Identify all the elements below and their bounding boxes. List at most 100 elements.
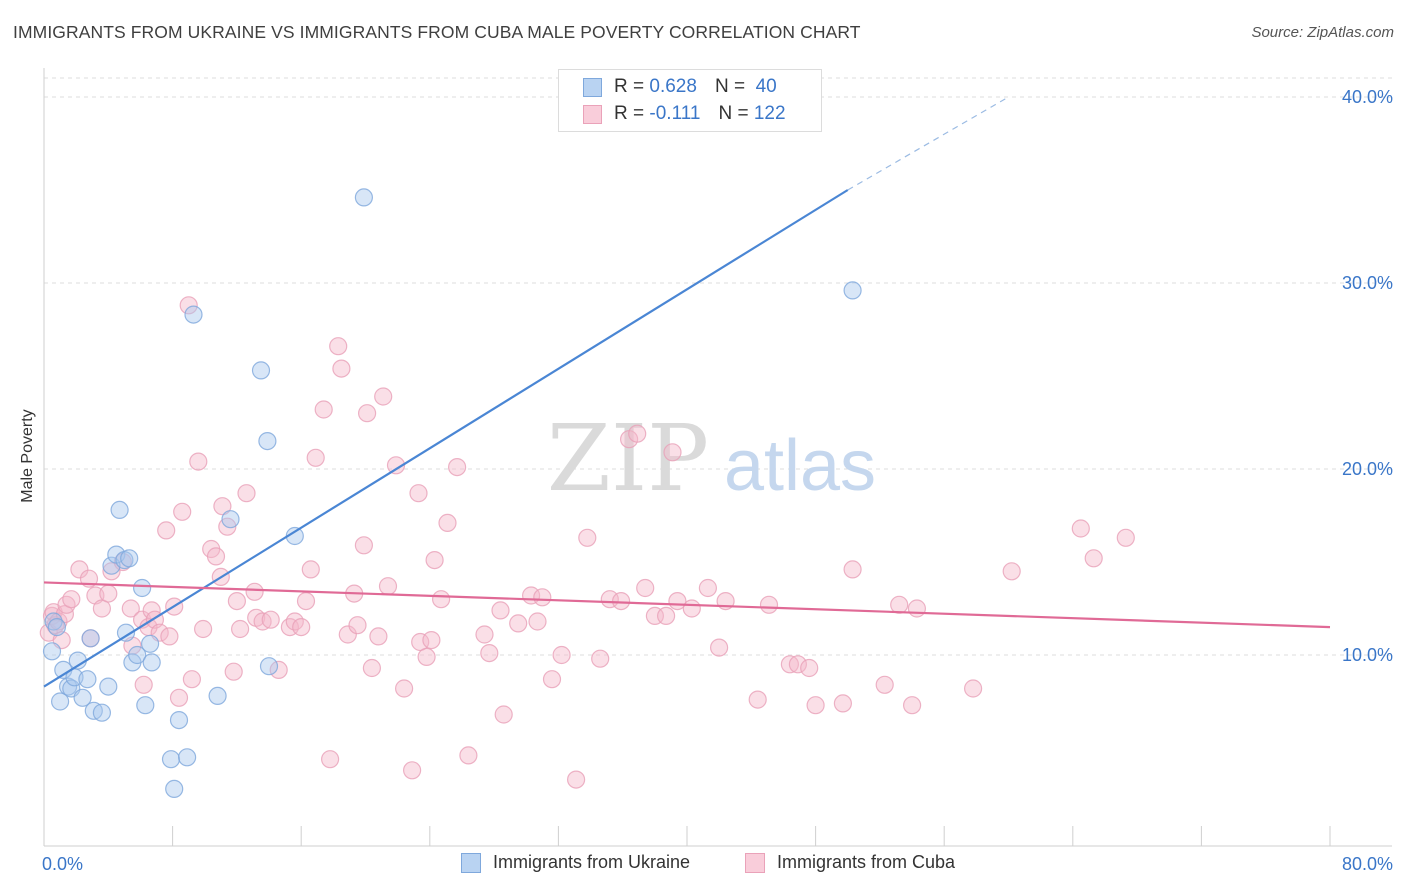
ukraine-point (120, 549, 139, 568)
cuba-points (39, 296, 1135, 789)
legend-label-ukraine: Immigrants from Ukraine (493, 852, 691, 872)
cuba-point (528, 612, 547, 631)
cuba-point (578, 528, 597, 547)
x-tick-label: 80.0% (1342, 854, 1393, 874)
trend-lines (43, 96, 1331, 688)
ukraine-point (42, 642, 62, 661)
ukraine-point (78, 670, 97, 689)
legend-n-value: 40 (755, 76, 777, 97)
cuba-point (348, 616, 367, 635)
cuba-point (459, 746, 478, 765)
watermark: ZIP atlas (547, 405, 876, 512)
cuba-point (491, 601, 510, 620)
cuba-point (306, 448, 325, 467)
cuba-point (432, 590, 451, 609)
cuba-point (494, 705, 513, 724)
ukraine-point (128, 645, 147, 665)
y-tick-label: 10.0% (1342, 645, 1393, 665)
cuba-point (338, 625, 357, 644)
legend-item-ukraine[interactable]: Immigrants from Ukraine (461, 852, 690, 873)
cuba-point (422, 630, 441, 650)
cuba-trend-line (43, 581, 1331, 629)
cuba-point (160, 627, 179, 646)
cuba-point (261, 610, 280, 629)
cuba-point (806, 696, 825, 715)
cuba-point (206, 547, 226, 566)
cuba-point (292, 617, 311, 637)
cuba-point (134, 675, 153, 694)
legend-n-value: 122 (753, 103, 786, 124)
ukraine-point (843, 281, 862, 300)
cuba-point (552, 645, 571, 665)
cuba-point (409, 484, 428, 503)
cuba-point (542, 670, 562, 689)
cuba-point (890, 595, 909, 614)
legend-r-label: R = (614, 103, 645, 124)
legend-row-cuba: R = -0.111 N = 122 (583, 101, 786, 127)
cuba-point (591, 649, 610, 668)
cuba-point (438, 513, 457, 533)
cuba-point (157, 521, 176, 540)
cuba-point (296, 591, 316, 611)
cuba-point (628, 424, 647, 443)
cuba-point (709, 638, 729, 657)
ukraine-point (169, 710, 189, 730)
cuba-point (1084, 549, 1103, 568)
legend-item-cuba[interactable]: Immigrants from Cuba (745, 852, 955, 873)
cuba-point (611, 591, 631, 611)
legend-r-value: -0.111 (649, 103, 701, 124)
cuba-point (70, 560, 89, 579)
cuba-point (231, 619, 250, 639)
cuba-point (636, 578, 655, 598)
cuba-point (213, 497, 232, 516)
cuba-point (698, 578, 718, 598)
legend-n-label: N = (718, 103, 749, 124)
ukraine-point (221, 510, 240, 529)
cuba-point (682, 599, 701, 618)
cuba-point (173, 502, 192, 521)
cuba-point (475, 625, 494, 644)
cuba-point (121, 599, 140, 618)
ukraine-point (47, 617, 67, 637)
legend-row-ukraine: R = 0.628 N = 40 (583, 74, 777, 100)
legend-swatch-cuba (583, 104, 602, 124)
cuba-point (759, 595, 779, 614)
source-note: Source: ZipAtlas.com (1251, 24, 1394, 41)
cuba-point (395, 679, 414, 698)
ukraine-point (136, 696, 155, 715)
ukraine-trend-extension (847, 96, 1009, 191)
ukraine-point (165, 779, 184, 799)
cuba-point (332, 359, 351, 378)
legend-r-label: R = (614, 76, 645, 97)
legend-n-label: N = (714, 76, 746, 97)
cuba-point (600, 590, 619, 609)
ukraine-point (141, 634, 160, 653)
cuba-point (182, 670, 201, 689)
ukraine-point (116, 623, 136, 642)
cuba-point (62, 590, 81, 609)
cuba-point (1071, 519, 1090, 538)
ukraine-point (258, 432, 277, 451)
cuba-point (566, 770, 586, 789)
cuba-point (902, 696, 922, 715)
legend-swatch-ukraine (461, 852, 481, 873)
cuba-point (321, 750, 340, 769)
ukraine-point (259, 657, 279, 676)
ukraine-point (178, 748, 197, 767)
cuba-point (189, 452, 208, 471)
ukraine-point (73, 688, 92, 707)
cuba-point (227, 591, 246, 611)
watermark-atlas: atlas (724, 426, 876, 506)
cuba-point (362, 658, 381, 678)
cuba-point (509, 614, 528, 633)
ukraine-points (42, 188, 862, 799)
ukraine-trend-line (43, 189, 849, 688)
cuba-point (533, 588, 552, 607)
ukraine-point (208, 686, 227, 706)
cuba-point (358, 404, 377, 423)
cuba-point (417, 647, 436, 667)
ukraine-point (161, 750, 181, 769)
gridlines (44, 77, 1392, 656)
cuba-point (369, 627, 388, 646)
